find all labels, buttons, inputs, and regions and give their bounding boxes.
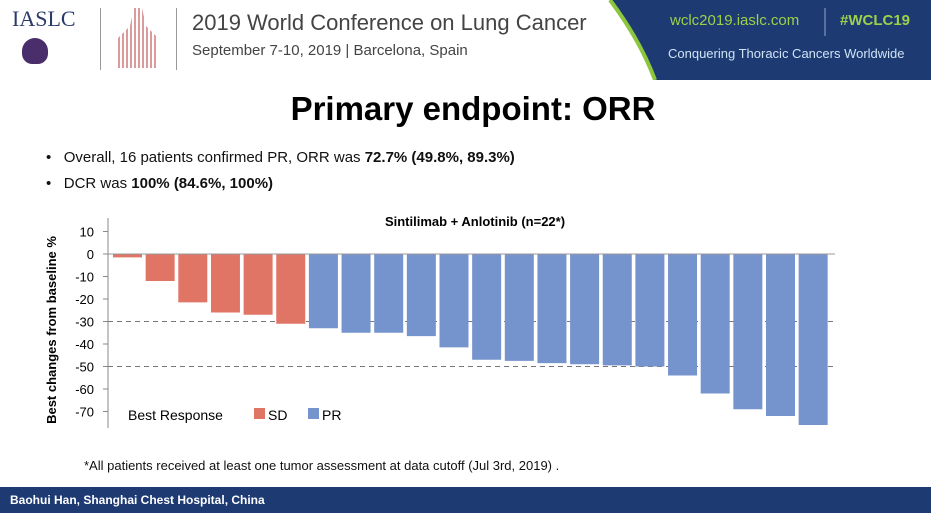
website: wclc2019.iaslc.com [670, 12, 800, 29]
y-tick-label: -10 [75, 270, 94, 285]
y-tick-label: 0 [87, 247, 94, 262]
bullet-text: DCR was [63, 175, 132, 192]
y-tick-label: 10 [80, 225, 94, 240]
divider [176, 8, 177, 70]
y-tick-label: -30 [75, 315, 94, 330]
lungs-icon [22, 38, 48, 64]
bar-sd [243, 254, 273, 315]
conference-header: IASLC 2019 World Conference on Lung Canc… [0, 0, 931, 80]
chart-title: Sintilimab + Anlotinib (n=22*) [384, 214, 566, 229]
footer-citation: Baohui Han, Shanghai Chest Hospital, Chi… [10, 493, 265, 507]
iaslc-logo: IASLC [12, 6, 76, 31]
legend-label-pr: PR [322, 407, 341, 423]
hashtag: #WCLC19 [840, 12, 911, 29]
bar-pr [406, 254, 436, 337]
bar-pr [537, 254, 567, 364]
bar-pr [700, 254, 730, 394]
slide-title: Primary endpoint: ORR [290, 90, 656, 127]
y-tick-label: -40 [75, 337, 94, 352]
footnote: *All patients received at least one tumo… [84, 458, 560, 473]
bar-pr [766, 254, 795, 416]
slogan: Conquering Thoracic Cancers Worldwide [668, 46, 905, 61]
bullet-text: Overall, 16 patients confirmed PR, ORR w… [63, 149, 365, 166]
bar-pr [635, 254, 665, 367]
bar-pr [472, 254, 502, 360]
legend-label-sd: SD [268, 407, 287, 423]
y-tick-label: -20 [75, 292, 94, 307]
bullet-bold: 100% (84.6%, 100%) [131, 175, 274, 192]
y-tick-label: -50 [75, 360, 94, 375]
bar-sd [178, 254, 208, 303]
bar-sd [145, 254, 175, 281]
bullet-bold: 72.7% (49.8%, 89.3%) [364, 149, 515, 166]
footer-bar: Baohui Han, Shanghai Chest Hospital, Chi… [0, 487, 931, 513]
divider [100, 8, 101, 70]
bar-sd [113, 254, 142, 258]
bar-pr [602, 254, 632, 366]
bar-pr [668, 254, 698, 376]
conference-name: 2019 World Conference on Lung Cancer [192, 10, 587, 35]
bullet-orr: • Overall, 16 patients confirmed PR, ORR… [46, 149, 515, 166]
bar-pr [374, 254, 404, 333]
legend-swatch-sd [254, 408, 265, 419]
conference-date: September 7-10, 2019 | Barcelona, Spain [192, 42, 468, 59]
bar-pr [439, 254, 469, 348]
header-band [608, 0, 931, 80]
y-axis-label: Best changes from baseline % [44, 236, 59, 424]
bar-pr [308, 254, 338, 329]
legend-swatch-pr [308, 408, 319, 419]
bar-pr [733, 254, 763, 410]
bar-sd [276, 254, 306, 324]
bar-pr [341, 254, 371, 333]
legend-title: Best Response [128, 407, 223, 423]
bar-pr [570, 254, 600, 365]
y-tick-label: -60 [75, 382, 94, 397]
y-tick-label: -70 [75, 405, 94, 420]
bar-pr [504, 254, 534, 361]
bar-pr [798, 254, 828, 425]
bullet-dcr: • DCR was 100% (84.6%, 100%) [46, 175, 274, 192]
bar-sd [210, 254, 240, 313]
